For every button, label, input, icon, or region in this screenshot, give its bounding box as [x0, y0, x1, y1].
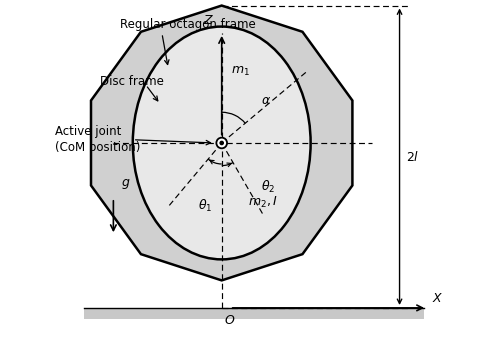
Bar — [84, 308, 424, 319]
Text: $O$: $O$ — [224, 314, 235, 327]
Circle shape — [220, 141, 224, 144]
Circle shape — [216, 138, 227, 148]
Text: $m_1$: $m_1$ — [232, 65, 250, 79]
Text: $\theta_2$: $\theta_2$ — [260, 179, 275, 195]
Polygon shape — [91, 6, 352, 280]
Ellipse shape — [133, 27, 310, 259]
Text: Disc frame: Disc frame — [100, 75, 164, 88]
Text: $Z$: $Z$ — [202, 14, 213, 27]
Text: $m_2, I$: $m_2, I$ — [248, 195, 278, 210]
Text: $\theta_1$: $\theta_1$ — [198, 198, 212, 214]
Text: $2l$: $2l$ — [406, 150, 419, 164]
Text: $\alpha$: $\alpha$ — [260, 95, 270, 107]
Text: Active joint
(CoM position): Active joint (CoM position) — [55, 125, 140, 154]
Text: Regular octagon frame: Regular octagon frame — [120, 18, 256, 31]
Text: $g$: $g$ — [122, 178, 131, 192]
Text: $X$: $X$ — [432, 292, 443, 305]
